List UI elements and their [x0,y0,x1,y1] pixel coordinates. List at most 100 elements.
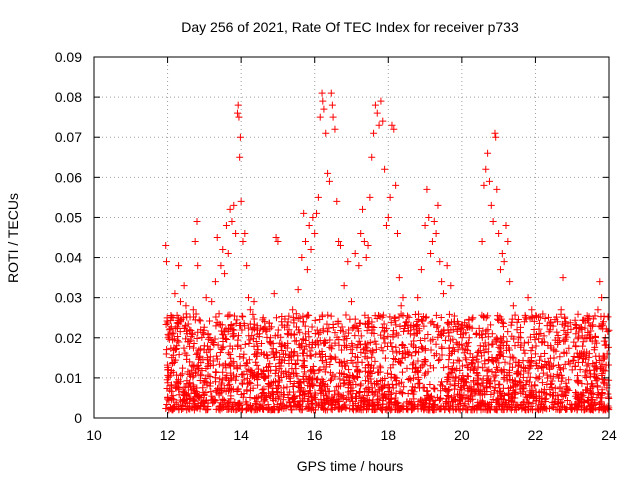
data-point [164,330,172,338]
data-point [457,394,465,402]
data-point [288,406,296,414]
data-point [462,340,470,348]
data-point [529,387,537,395]
data-point [513,370,521,378]
data-point [489,340,497,348]
data-point [204,362,212,370]
data-point [234,332,242,340]
data-point [379,347,387,355]
data-point [459,344,467,352]
data-point [396,322,404,330]
data-point [539,369,547,377]
data-point [348,340,356,348]
data-point [375,311,383,319]
data-point [509,302,517,310]
data-point [458,334,466,342]
data-point [482,165,490,173]
data-point [292,337,300,345]
data-point [445,405,453,413]
data-point [582,374,590,382]
data-point [601,354,609,362]
data-point [357,348,365,356]
data-point [281,342,289,350]
data-point [483,379,491,387]
data-point [218,345,226,353]
data-point [183,330,191,338]
data-point [415,348,423,356]
data-point [177,396,185,404]
data-point [586,366,594,374]
data-point [576,323,584,331]
data-point [427,346,435,354]
data-point [396,387,404,395]
data-point [333,383,341,391]
y-tick-label: 0.06 [55,169,82,185]
data-point [495,316,503,324]
data-point [380,320,388,328]
data-point [288,365,296,373]
data-point [286,374,294,382]
data-point [327,405,335,413]
data-point [308,323,316,331]
data-point [283,383,291,391]
data-point [206,382,214,390]
data-point [249,335,257,343]
data-point [383,324,391,332]
data-point [240,376,248,384]
data-point [358,393,366,401]
data-point [243,386,251,394]
data-point [580,406,588,414]
data-point [175,351,183,359]
data-point [203,378,211,386]
data-point [219,368,227,376]
data-point [531,336,539,344]
data-point [377,344,385,352]
data-point [524,294,532,302]
data-point [349,359,357,367]
data-point [169,358,177,366]
data-point [406,330,414,338]
data-point [297,384,305,392]
data-point [489,217,497,225]
data-point [480,313,488,321]
data-point [432,229,440,237]
data-point [350,323,358,331]
data-point [417,343,425,351]
data-point [503,337,511,345]
data-point [198,333,206,341]
data-point [534,375,542,383]
data-point [534,364,542,372]
data-point [568,401,576,409]
data-point [211,374,219,382]
data-point [229,330,237,338]
data-point [213,385,221,393]
data-point [296,402,304,410]
data-point [599,318,607,326]
data-point [595,390,603,398]
data-point [211,397,219,405]
data-point [495,229,503,237]
data-point [507,321,515,329]
data-point [388,121,396,129]
data-point [470,365,478,373]
data-point [169,329,177,337]
data-point [380,335,388,343]
data-point [592,363,600,371]
data-point [375,121,383,129]
data-point [260,385,268,393]
data-point [361,367,369,375]
data-point [544,313,552,321]
data-point [418,344,426,352]
data-point [493,406,501,414]
data-point [384,403,392,411]
data-point [550,354,558,362]
data-point [434,322,442,330]
data-point [323,394,331,402]
data-point [289,306,297,314]
data-point [348,349,356,357]
data-point [455,357,463,365]
data-point [300,378,308,386]
data-point [356,382,364,390]
data-point [355,337,363,345]
data-point [462,345,470,353]
